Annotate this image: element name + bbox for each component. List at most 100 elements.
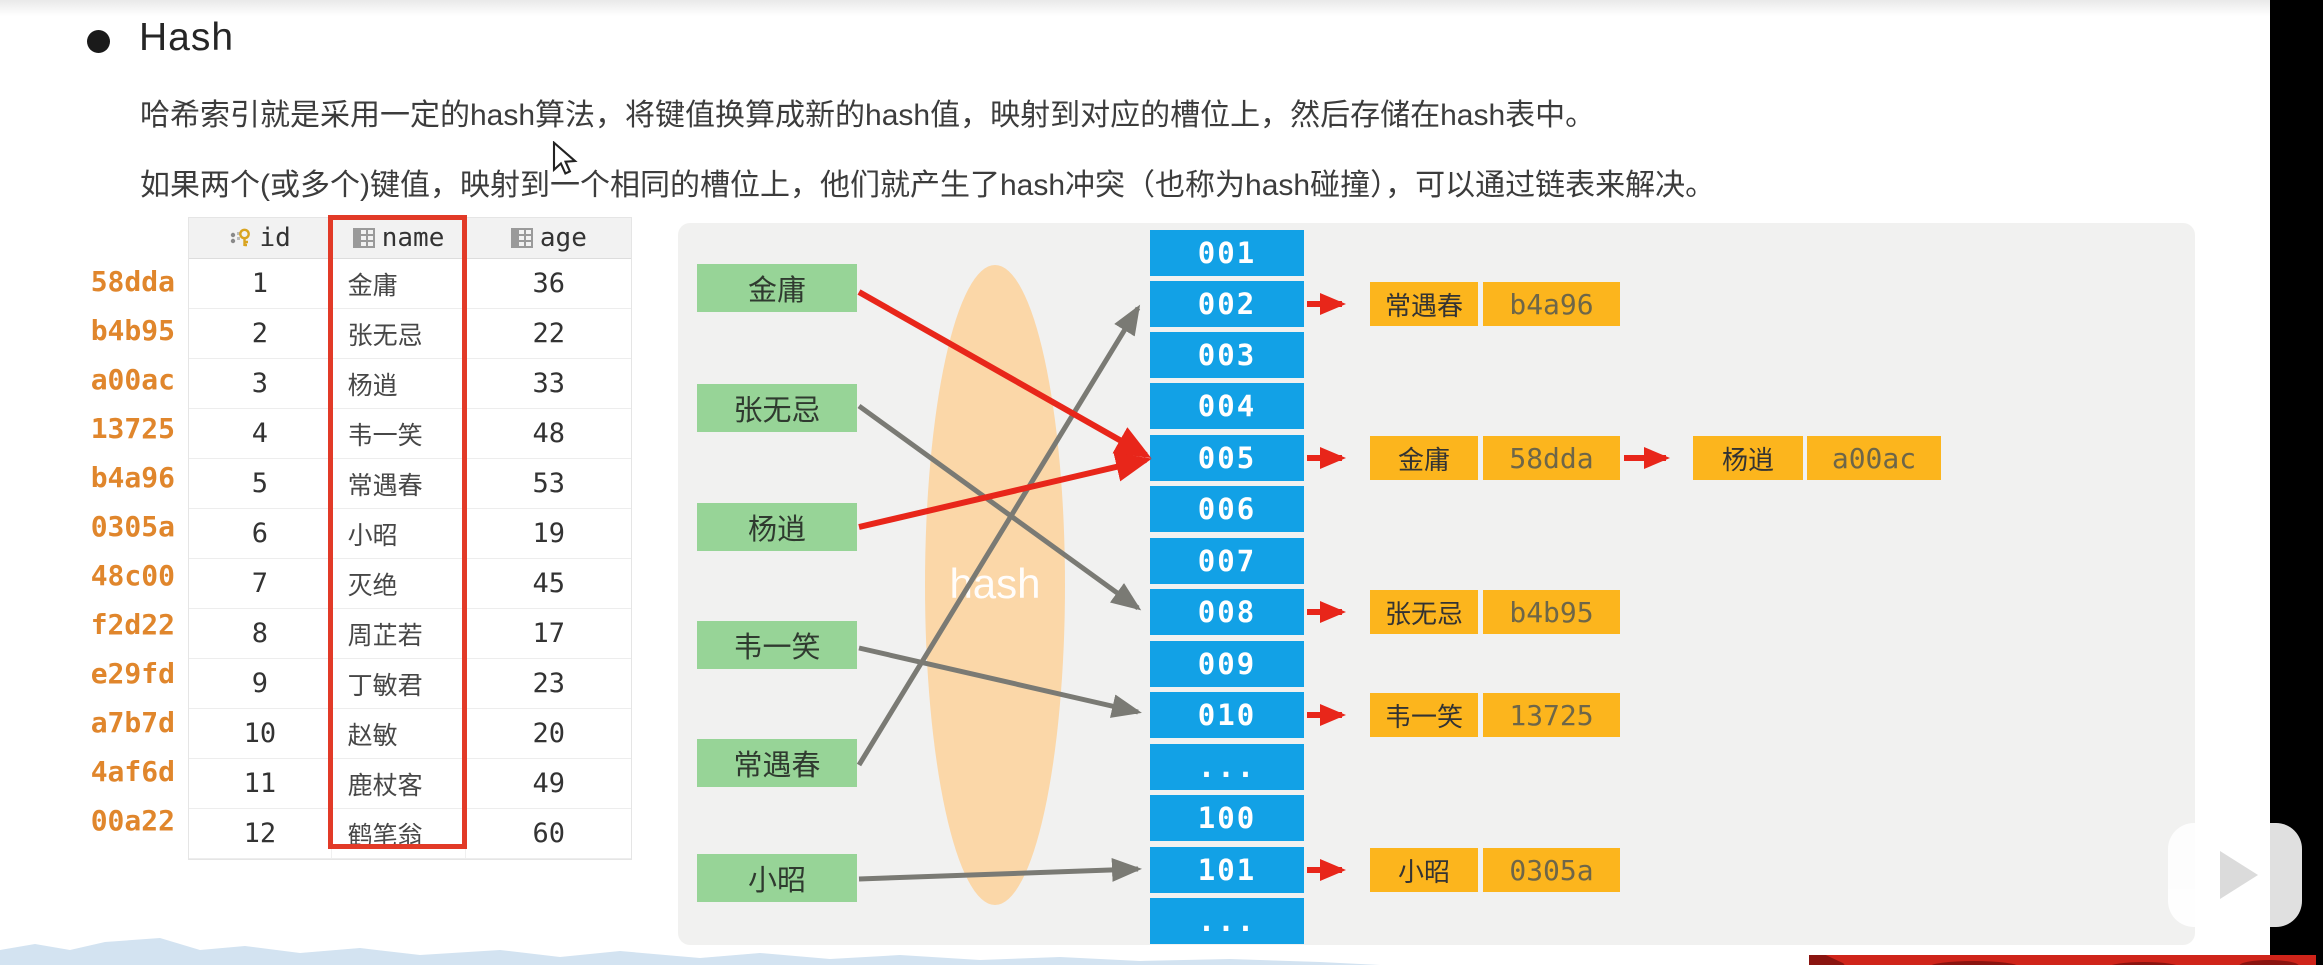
page-title: Hash: [139, 16, 235, 59]
cell-age: 53: [465, 459, 631, 508]
chain-hash-box: 13725: [1483, 693, 1620, 737]
cell-name: 常遇春: [330, 459, 466, 508]
chain-hash-box: 58dda: [1483, 436, 1620, 480]
row-hash-label: 48c00: [90, 559, 175, 592]
table-row: 11 鹿杖客 49: [189, 759, 631, 809]
banner-decoration: [1809, 955, 1847, 965]
name-column-highlight-box: [328, 215, 467, 849]
chain-hash-box: 0305a: [1483, 848, 1620, 892]
cell-id: 3: [251, 368, 268, 399]
cell-id: 8: [251, 618, 268, 649]
hash-slot: 001: [1150, 230, 1304, 276]
table-row: 6 小昭 19: [189, 509, 631, 559]
cell-name: 小昭: [330, 509, 466, 558]
row-hash-label: b4b95: [90, 314, 175, 347]
banner-decoration: [2109, 962, 2179, 965]
chain-name-box: 张无忌: [1370, 590, 1478, 634]
column-header-age: age: [465, 218, 631, 258]
input-key-box: 金庸: [697, 264, 857, 312]
row-hash-label: e29fd: [90, 657, 175, 690]
input-key-box: 常遇春: [697, 739, 857, 787]
hash-slot: 002: [1150, 281, 1304, 327]
table-row: 8 周芷若 17: [189, 609, 631, 659]
cell-id: 12: [243, 818, 277, 849]
column-header-label: id: [259, 223, 291, 253]
cell-age: 49: [465, 759, 631, 808]
hash-slot: 007: [1150, 538, 1304, 584]
column-header-name: name: [330, 218, 465, 258]
cell-id: 6: [251, 518, 268, 549]
top-fade: [0, 0, 2323, 16]
cell-age: 23: [465, 659, 631, 708]
table-row: 10 赵敏 20: [189, 709, 631, 759]
cell-age: 33: [465, 359, 631, 408]
banner-decoration: [2239, 960, 2299, 965]
hash-slot: ...: [1150, 898, 1304, 944]
right-black-edge: [2270, 0, 2323, 965]
cell-id: 7: [251, 568, 268, 599]
input-key-box: 杨逍: [697, 503, 857, 551]
column-header-label: age: [539, 223, 587, 253]
table-icon: [510, 228, 533, 248]
row-hash-label: 4af6d: [90, 755, 175, 788]
description-line-1: 哈希索引就是采用一定的hash算法，将键值换算成新的hash值，映射到对应的槽位…: [140, 99, 1596, 132]
cell-name: 灭绝: [330, 559, 466, 608]
bullet-dot: [87, 30, 110, 53]
cell-age: 17: [465, 609, 631, 658]
input-key-box: 韦一笑: [697, 621, 857, 669]
chain-hash-box: a00ac: [1807, 436, 1941, 480]
cell-name: 赵敏: [330, 709, 466, 758]
chain-hash-box: b4b95: [1483, 590, 1620, 634]
diagram-panel: [678, 223, 2195, 945]
cell-id: 10: [243, 718, 277, 749]
cell-age: 48: [465, 409, 631, 458]
hash-slot: 100: [1150, 795, 1304, 841]
row-hash-label: 58dda: [90, 265, 175, 298]
hash-slot: ...: [1150, 744, 1304, 790]
mountain-decoration: [0, 938, 1380, 965]
hash-slot: 006: [1150, 486, 1304, 532]
banner-decoration: [1929, 961, 2019, 965]
cell-id: 5: [251, 468, 268, 499]
key-icon: [230, 228, 250, 247]
row-hash-label: a7b7d: [90, 706, 175, 739]
row-hash-label: a00ac: [90, 363, 175, 396]
row-hash-label: f2d22: [90, 608, 175, 641]
cell-id: 4: [251, 418, 268, 449]
cell-id: 2: [251, 318, 268, 349]
row-hash-label: 13725: [90, 412, 175, 445]
description-line-2: 如果两个(或多个)键值，映射到一个相同的槽位上，他们就产生了hash冲突（也称为…: [140, 169, 1716, 202]
data-table: id name age 1 金庸 36 2 张无忌 22 3 杨逍 33: [188, 217, 632, 860]
table-row: 9 丁敏君 23: [189, 659, 631, 709]
table-row: 2 张无忌 22: [189, 309, 631, 359]
table-row: 4 韦一笑 48: [189, 409, 631, 459]
cell-age: 36: [465, 259, 631, 308]
hash-slot: 101: [1150, 847, 1304, 893]
chain-name-box: 小昭: [1370, 848, 1478, 892]
chain-hash-box: b4a96: [1483, 282, 1620, 326]
cursor-icon: [552, 141, 578, 175]
chain-name-box: 常遇春: [1370, 282, 1478, 326]
hash-slot: 009: [1150, 641, 1304, 687]
chain-name-box: 金庸: [1370, 436, 1478, 480]
hash-funnel-label: hash: [949, 560, 1041, 607]
cell-id: 1: [251, 268, 268, 299]
tv-play-icon[interactable]: [2160, 795, 2310, 935]
column-header-id: id: [189, 218, 330, 258]
table-row: 7 灭绝 45: [189, 559, 631, 609]
chain-name-box: 韦一笑: [1370, 693, 1478, 737]
table-header: id name age: [189, 218, 631, 259]
cell-age: 60: [465, 809, 631, 858]
row-hash-label: 0305a: [90, 510, 175, 543]
input-key-box: 小昭: [697, 854, 857, 902]
table-row: 3 杨逍 33: [189, 359, 631, 409]
cell-id: 9: [251, 668, 268, 699]
table-row: 5 常遇春 53: [189, 459, 631, 509]
hash-slot: 003: [1150, 332, 1304, 378]
table-row: 1 金庸 36: [189, 259, 631, 309]
row-hash-label: b4a96: [90, 461, 175, 494]
cell-age: 45: [465, 559, 631, 608]
hash-slot: 008: [1150, 589, 1304, 635]
cell-age: 20: [465, 709, 631, 758]
